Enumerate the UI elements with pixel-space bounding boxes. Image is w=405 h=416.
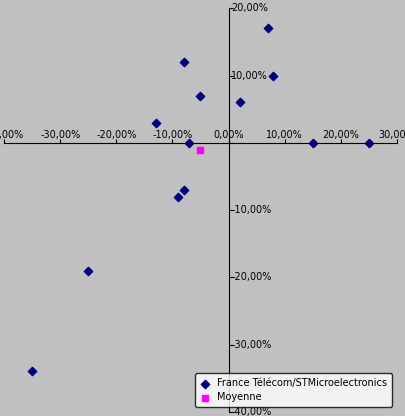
France Télécom/STMicroelectronics [180,186,187,193]
France Télécom/STMicroelectronics [175,193,181,200]
France Télécom/STMicroelectronics [186,139,192,146]
France Télécom/STMicroelectronics [180,59,187,65]
Text: 20,00%: 20,00% [322,130,359,140]
France Télécom/STMicroelectronics [85,267,92,274]
Text: 30,00%: 30,00% [379,130,405,140]
Text: -20,00%: -20,00% [231,272,272,282]
France Télécom/STMicroelectronics [29,368,35,375]
Text: -10,00%: -10,00% [152,130,192,140]
France Télécom/STMicroelectronics [152,119,159,126]
Text: -20,00%: -20,00% [96,130,136,140]
France Télécom/STMicroelectronics [197,92,204,99]
Legend: France Télécom/STMicroelectronics, Moyenne: France Télécom/STMicroelectronics, Moyen… [195,374,392,407]
Text: 10,00%: 10,00% [266,130,303,140]
France Télécom/STMicroelectronics [309,139,316,146]
France Télécom/STMicroelectronics [270,72,277,79]
France Télécom/STMicroelectronics [237,99,243,106]
Text: 20,00%: 20,00% [231,3,268,13]
Moyenne [197,146,204,153]
Text: -10,00%: -10,00% [231,205,272,215]
Text: -40,00%: -40,00% [231,407,272,416]
Text: -30,00%: -30,00% [231,339,272,349]
Text: -30,00%: -30,00% [40,130,80,140]
France Télécom/STMicroelectronics [264,25,271,32]
Text: 10,00%: 10,00% [231,71,268,81]
France Télécom/STMicroelectronics [366,139,372,146]
Text: -40,00%: -40,00% [0,130,24,140]
Text: 0,00%: 0,00% [213,130,244,140]
